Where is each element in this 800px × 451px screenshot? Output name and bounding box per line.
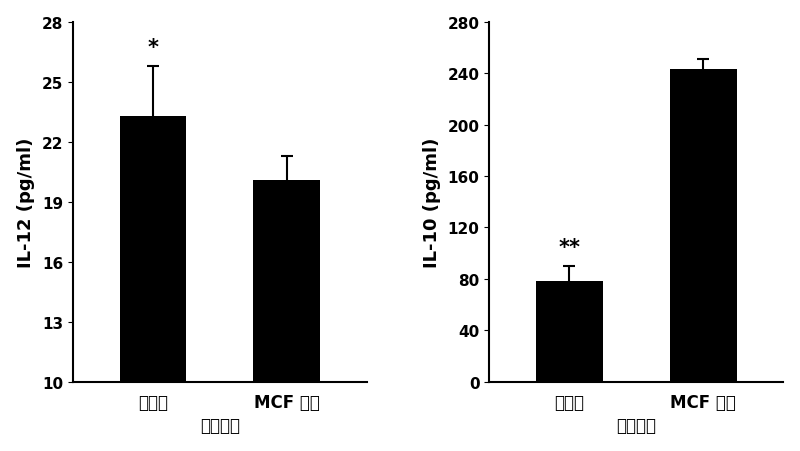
Bar — [536, 282, 603, 382]
Text: **: ** — [558, 237, 581, 258]
Y-axis label: IL-10 (pg/ml): IL-10 (pg/ml) — [422, 137, 441, 267]
X-axis label: 上清诱导: 上清诱导 — [616, 416, 656, 434]
Bar — [254, 180, 320, 382]
Bar — [670, 70, 737, 382]
Y-axis label: IL-12 (pg/ml): IL-12 (pg/ml) — [17, 137, 34, 267]
Text: *: * — [147, 37, 158, 58]
Bar — [120, 116, 186, 382]
X-axis label: 上清诱导: 上清诱导 — [200, 416, 240, 434]
